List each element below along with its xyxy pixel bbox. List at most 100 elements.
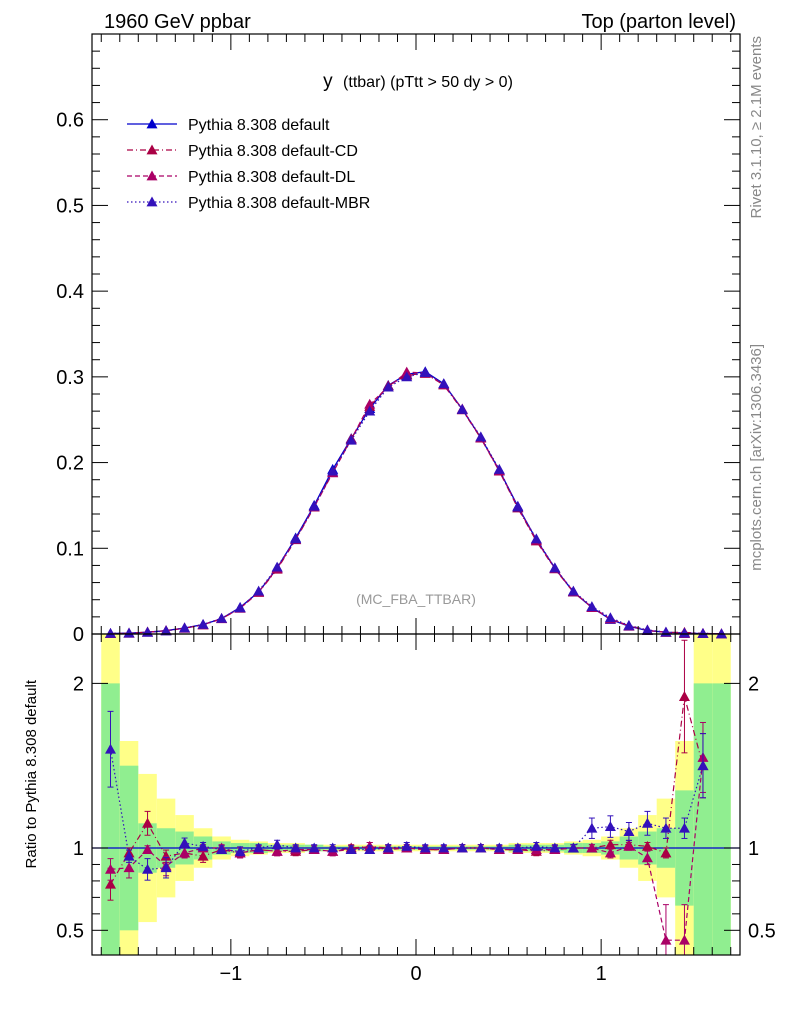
ratio-data-point xyxy=(419,842,431,853)
main-data-point xyxy=(401,371,413,382)
legend-label-mbr: Pythia 8.308 default-MBR xyxy=(188,195,370,212)
legend-label-default: Pythia 8.308 default xyxy=(188,117,330,134)
main-data-point xyxy=(567,585,579,596)
main-series-line xyxy=(110,371,722,635)
main-data-point xyxy=(382,381,394,392)
main-data-point xyxy=(308,500,320,511)
ratio-data-point xyxy=(179,847,191,858)
header-left-label: 1960 GeV ppbar xyxy=(104,11,251,33)
header-right-label: Top (parton level) xyxy=(581,11,736,33)
ratio-data-point xyxy=(179,837,191,848)
ratio-data-point xyxy=(623,826,635,836)
ratio-data-point xyxy=(216,844,228,855)
ratio-y-axis-label: Ratio to Pythia 8.308 default xyxy=(23,679,40,868)
ratio-data-point xyxy=(586,822,598,833)
main-data-point xyxy=(234,602,246,613)
ratio-data-point xyxy=(382,842,394,853)
ratio-data-point xyxy=(142,817,154,828)
main-y-tick-label: 0.3 xyxy=(56,367,84,389)
main-data-point xyxy=(271,561,283,572)
ratio-data-point xyxy=(327,842,339,853)
main-data-point xyxy=(512,501,524,512)
analysis-label: (MC_FBA_TTBAR) xyxy=(356,591,476,607)
main-data-point xyxy=(345,434,357,445)
ratio-data-point xyxy=(160,862,172,873)
legend-entry-dl: Pythia 8.308 default-DL xyxy=(127,169,355,186)
ratio-data-point xyxy=(512,842,524,853)
ratio-data-point xyxy=(586,842,598,853)
ratio-data-point xyxy=(142,863,154,874)
main-data-point xyxy=(253,585,265,596)
main-data-point xyxy=(364,405,376,416)
legend-marker xyxy=(146,144,158,155)
legend-entry-default: Pythia 8.308 default xyxy=(127,117,330,134)
ratio-y-tick-label-right: 2 xyxy=(748,673,759,695)
ratio-series-group xyxy=(92,639,740,956)
ratio-data-point xyxy=(456,842,468,853)
main-y-tick-label: 0.4 xyxy=(56,281,84,303)
ratio-data-point xyxy=(308,842,320,853)
ratio-y-tick-label-right: 1 xyxy=(748,838,759,860)
ratio-data-point xyxy=(197,850,209,861)
ratio-y-tick-label-left: 0.5 xyxy=(56,920,84,942)
ratio-data-point xyxy=(604,847,616,858)
main-data-point xyxy=(623,619,635,630)
legend-entry-mbr: Pythia 8.308 default-MBR xyxy=(127,195,370,212)
main-data-point xyxy=(678,627,690,638)
main-data-point xyxy=(493,463,505,474)
ratio-data-point xyxy=(641,852,653,863)
ratio-data-point xyxy=(345,844,357,855)
main-data-point xyxy=(438,378,450,389)
ratio-data-point xyxy=(678,822,690,833)
axes-group: 0 0.1 0.2 0.3 0.4 0.5 0.6 0.5 0.5 1 1 2 2 −1 0 1 xyxy=(56,33,776,985)
x-tick-label: 1 xyxy=(596,963,607,985)
legend-marker xyxy=(146,118,158,129)
ratio-data-point xyxy=(660,934,672,945)
ratio-y-tick-label-right: 0.5 xyxy=(748,920,776,942)
ratio-uncertainty-bands xyxy=(101,634,731,955)
ratio-data-point xyxy=(623,840,635,851)
main-series-group xyxy=(105,366,727,639)
main-data-point xyxy=(604,612,616,623)
plot-title: y (ttbar) (pTtt > 50 dy > 0) xyxy=(323,71,513,92)
legend-label-dl: Pythia 8.308 default-DL xyxy=(188,169,355,186)
main-data-point xyxy=(697,627,709,638)
ratio-data-point xyxy=(567,842,579,853)
main-y-tick-label: 0.2 xyxy=(56,453,84,475)
main-data-point xyxy=(327,465,339,476)
main-data-point xyxy=(419,367,431,377)
main-data-point xyxy=(715,628,727,639)
legend-marker xyxy=(146,196,158,207)
ratio-data-point xyxy=(105,878,117,889)
main-data-point xyxy=(123,627,135,638)
main-data-point xyxy=(179,622,191,633)
ratio-data-point xyxy=(271,839,283,850)
x-tick-label: −1 xyxy=(219,963,242,985)
main-data-point xyxy=(475,431,487,442)
ratio-data-point xyxy=(253,842,265,853)
ratio-data-point xyxy=(475,842,487,853)
ratio-data-point xyxy=(105,863,117,874)
ratio-data-point xyxy=(142,844,154,855)
main-data-point xyxy=(105,627,117,638)
ratio-data-point xyxy=(364,844,376,855)
ratio-data-point xyxy=(438,842,450,853)
main-y-tick-label: 0.5 xyxy=(56,195,84,217)
ratio-y-tick-label-left: 1 xyxy=(73,838,84,860)
main-y-tick-label: 0.6 xyxy=(56,110,84,132)
ratio-data-point xyxy=(123,850,135,861)
main-data-point xyxy=(549,562,561,573)
plot-title-main: y xyxy=(323,71,333,92)
ratio-data-point xyxy=(271,845,283,856)
ratio-data-point xyxy=(105,743,117,754)
ratio-data-point xyxy=(160,850,172,861)
mcplots-side-label: mcplots.cern.ch [arXiv:1306.3436] xyxy=(748,344,765,571)
ratio-data-point xyxy=(234,845,246,856)
legend-entry-cd: Pythia 8.308 default-CD xyxy=(127,143,358,160)
ratio-band-inner xyxy=(693,683,713,955)
ratio-data-point xyxy=(604,821,616,831)
main-data-point xyxy=(197,618,209,629)
ratio-y-tick-label-left: 2 xyxy=(73,673,84,695)
ratio-data-point xyxy=(678,691,690,701)
